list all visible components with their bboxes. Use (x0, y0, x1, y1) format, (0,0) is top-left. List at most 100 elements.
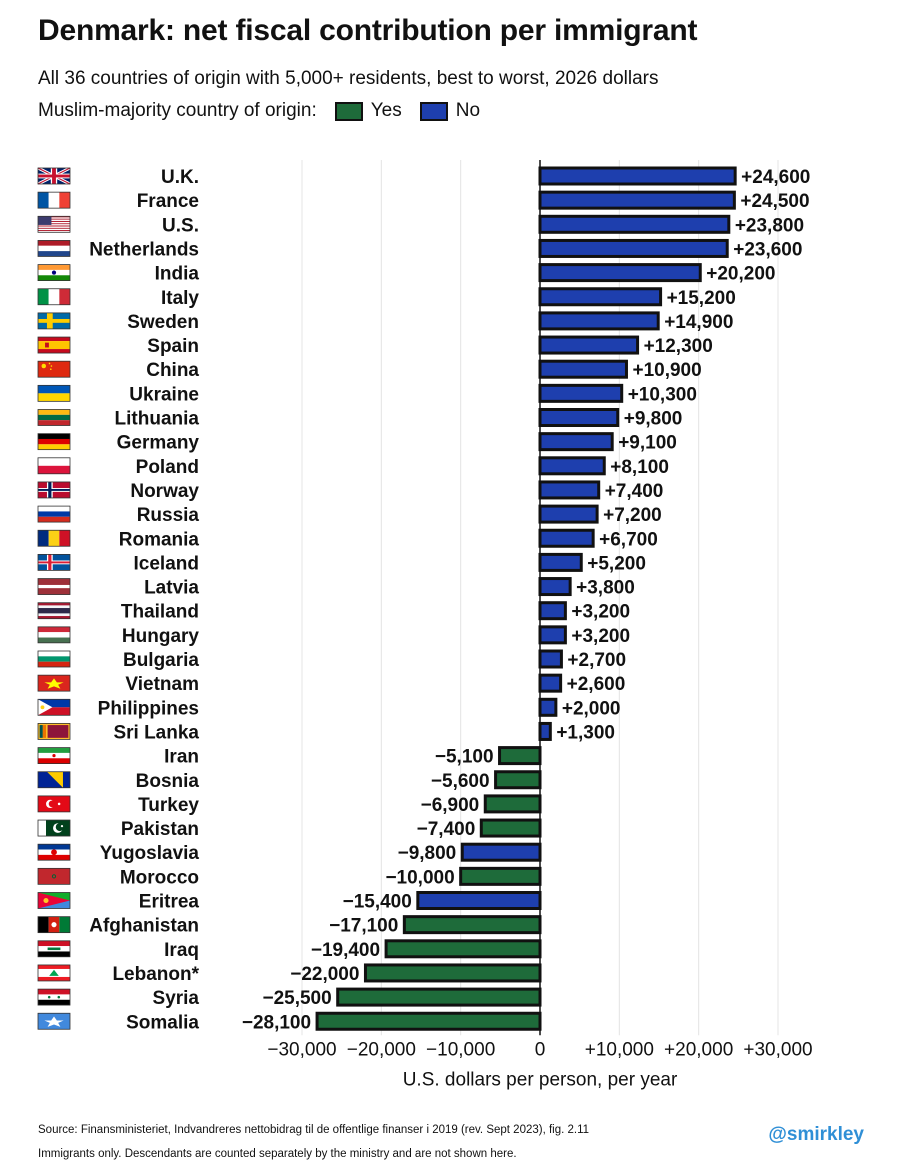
country-label: Eritrea (139, 892, 200, 913)
bar (538, 214, 731, 234)
value-label: +12,300 (644, 336, 713, 357)
bar (538, 263, 702, 283)
country-label: U.K. (161, 167, 199, 188)
norway-flag-icon (37, 481, 71, 499)
x-tick-label: 0 (535, 1039, 546, 1060)
bar (538, 432, 614, 452)
author-handle: @smirkley (768, 1124, 864, 1145)
bar (494, 770, 542, 790)
country-label: China (146, 360, 199, 381)
bar (483, 794, 542, 814)
bar (479, 818, 542, 838)
country-label: Iran (164, 747, 199, 768)
country-label: Vietnam (125, 674, 199, 695)
value-label: +1,300 (556, 722, 615, 743)
value-label: +20,200 (706, 264, 775, 285)
country-label: Netherlands (89, 239, 199, 260)
value-label: +24,600 (741, 167, 810, 188)
eritrea-flag-icon (37, 892, 71, 909)
bar (538, 166, 737, 186)
footnote: Immigrants only. Descendants are counted… (38, 1148, 517, 1160)
afghanistan-flag-icon (37, 916, 71, 934)
value-label: +10,300 (628, 384, 697, 405)
iran-flag-icon (37, 747, 71, 764)
bar (538, 238, 729, 258)
value-label: +7,400 (605, 481, 664, 502)
value-label: −5,100 (435, 747, 494, 768)
country-label: France (137, 191, 199, 212)
bar (363, 963, 542, 983)
country-label: Somalia (126, 1012, 199, 1033)
india-flag-icon (37, 264, 71, 281)
thailand-flag-icon (37, 602, 71, 620)
vietnam-flag-icon (37, 674, 71, 692)
bar (315, 1011, 542, 1031)
bar (538, 383, 624, 403)
value-label: +23,600 (733, 239, 802, 260)
uk-flag-icon (37, 166, 71, 186)
lithuania-flag-icon (37, 409, 71, 426)
value-label: −25,500 (262, 988, 331, 1009)
value-label: +14,900 (664, 312, 733, 333)
country-label: Morocco (120, 867, 199, 888)
bar (538, 504, 599, 524)
x-tick-label: +10,000 (585, 1039, 654, 1060)
legend-swatch-no (419, 101, 448, 121)
country-label: Norway (130, 481, 199, 502)
value-label: +2,700 (567, 650, 626, 671)
value-label: −17,100 (329, 916, 398, 937)
yugoslavia-flag-icon (37, 843, 71, 861)
country-label: Turkey (138, 795, 199, 816)
country-label: Germany (117, 433, 200, 454)
bar (538, 601, 567, 621)
value-label: +9,100 (618, 433, 677, 454)
country-label: Iraq (164, 940, 199, 961)
source-note: Source: Finansministeriet, Indvandreres … (38, 1124, 590, 1136)
china-flag-icon (37, 360, 71, 378)
turkey-flag-icon (37, 795, 71, 813)
italy-flag-icon (37, 288, 71, 306)
bar (498, 746, 542, 766)
value-label: −7,400 (417, 819, 476, 840)
value-label: +8,100 (610, 457, 669, 478)
bar (459, 866, 542, 886)
country-label: Afghanistan (89, 916, 199, 937)
iraq-flag-icon (37, 940, 71, 958)
country-label: U.S. (162, 215, 199, 236)
hungary-flag-icon (37, 626, 71, 644)
philippines-flag-icon (37, 698, 71, 716)
bar (538, 287, 663, 307)
bar (538, 190, 736, 210)
bar (384, 939, 542, 959)
romania-flag-icon (37, 529, 71, 547)
bar (538, 697, 558, 717)
legend-swatch-yes (334, 101, 363, 121)
country-label: Poland (136, 457, 199, 478)
x-tick-label: +20,000 (664, 1039, 733, 1060)
country-label: Philippines (98, 698, 199, 719)
bar (402, 915, 542, 935)
country-label: Sri Lanka (113, 722, 199, 743)
somalia-flag-icon (37, 1012, 71, 1030)
value-label: +2,600 (567, 674, 626, 695)
value-label: −5,600 (431, 771, 490, 792)
country-label: Italy (161, 288, 199, 309)
chart-subtitle: All 36 countries of origin with 5,000+ r… (38, 68, 659, 89)
bar (538, 311, 660, 331)
bar (538, 625, 567, 645)
bar (416, 891, 542, 910)
syria-flag-icon (37, 988, 71, 1006)
bar (538, 721, 552, 741)
bar-chart: U.K. +24,600 France +24,500 U.S. +23,800 Nethe… (37, 160, 813, 1090)
value-label: +3,800 (576, 578, 635, 599)
value-label: −15,400 (343, 892, 412, 913)
country-label: Romania (119, 529, 200, 550)
value-label: +6,700 (599, 529, 658, 550)
us-flag-icon (37, 215, 71, 233)
bar (538, 528, 595, 548)
bar (538, 552, 583, 572)
country-label: Iceland (134, 553, 199, 574)
morocco-flag-icon (37, 867, 71, 885)
value-label: +10,900 (632, 360, 701, 381)
legend-yes-label: Yes (370, 100, 402, 121)
